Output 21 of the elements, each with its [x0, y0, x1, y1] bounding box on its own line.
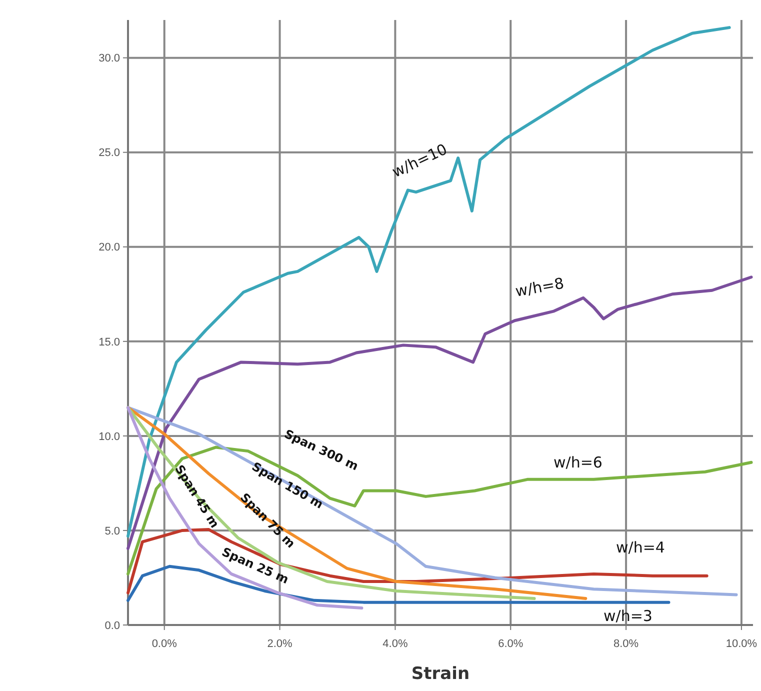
y-tick-label: 30.0: [98, 52, 120, 65]
y-tick-label: 25.0: [98, 147, 120, 160]
x-tick-label: 2.0%: [267, 638, 293, 650]
y-tick-label: 0.0: [104, 620, 120, 632]
y-tick-label: 5.0: [104, 525, 120, 538]
x-tick-label: 8.0%: [614, 638, 639, 650]
y-tick-label: 10.0: [98, 430, 120, 443]
text: w/h=8: [514, 274, 566, 300]
y-tick-label: 20.0: [98, 242, 120, 254]
line-series: [126, 406, 738, 596]
series-label: w/h=6: [554, 454, 602, 472]
y-tick-label: 15.0: [98, 336, 120, 348]
line-series: [126, 26, 731, 538]
x-axis-title: Strain: [411, 664, 470, 684]
line-series: [126, 406, 364, 610]
x-tick-label: 10.0%: [726, 638, 758, 650]
x-tick-label: 0.0%: [152, 638, 178, 650]
series-label: w/h=4: [616, 538, 665, 556]
x-tick-label: 6.0%: [498, 638, 524, 650]
series-label: w/h=3: [604, 606, 652, 625]
x-tick-label: 4.0%: [382, 638, 408, 650]
